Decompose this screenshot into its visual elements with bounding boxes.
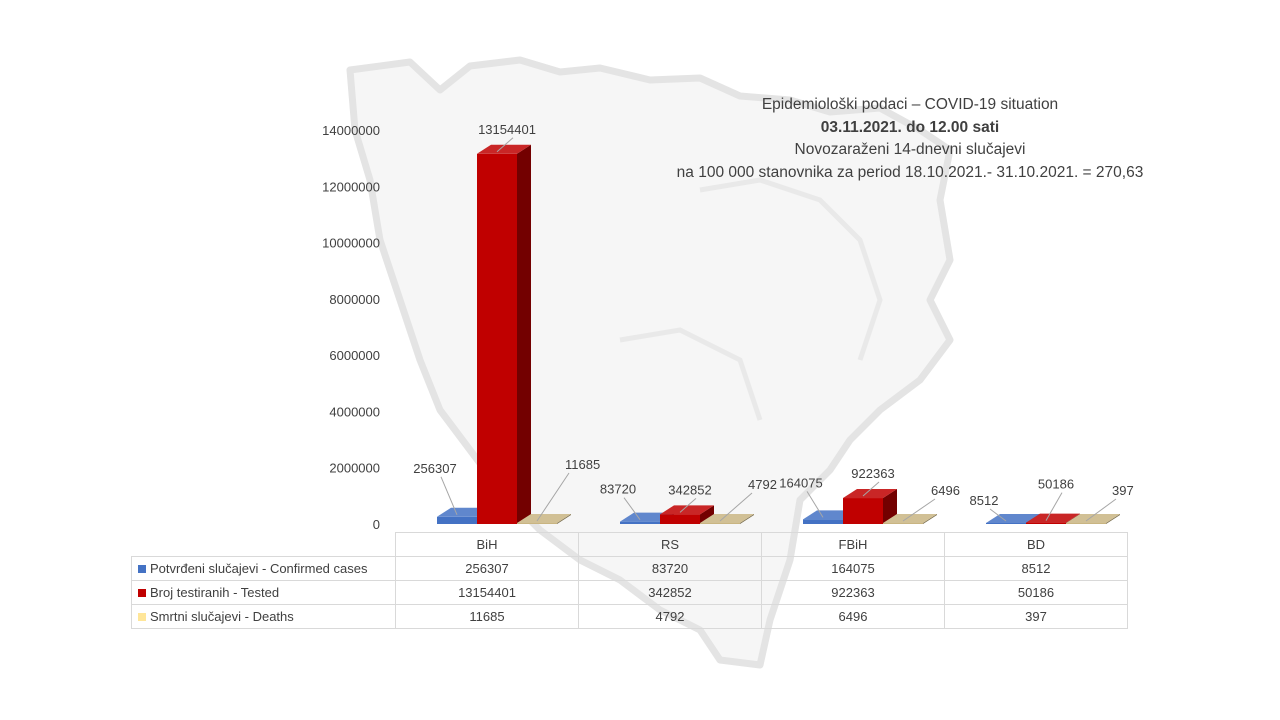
bar-fbih-series-1 bbox=[843, 489, 897, 524]
chart-title: Epidemiološki podaci – COVID-19 situatio… bbox=[600, 94, 1220, 184]
leader-line bbox=[989, 508, 1007, 522]
legend-key-confirmed bbox=[138, 565, 146, 573]
series-row-header: Potvrđeni slučajevi - Confirmed cases bbox=[131, 556, 396, 581]
leader-line bbox=[496, 137, 514, 153]
table-cell: 397 bbox=[944, 604, 1128, 629]
series-name: Broj testiranih - Tested bbox=[150, 585, 280, 600]
category-header: BD bbox=[944, 532, 1128, 557]
data-label: 922363 bbox=[851, 466, 894, 481]
table-cell: 50186 bbox=[944, 580, 1128, 605]
y-tick-label: 4000000 bbox=[329, 404, 380, 419]
y-axis: 0 2000000 4000000 6000000 8000000 10000000 120… bbox=[322, 123, 380, 532]
data-label: 13154401 bbox=[478, 122, 536, 137]
leader-line bbox=[440, 476, 458, 515]
data-label: 83720 bbox=[600, 482, 636, 497]
title-date: 03.11.2021. do 12.00 sati bbox=[820, 118, 1000, 136]
table-corner bbox=[131, 532, 396, 557]
table-cell: 13154401 bbox=[395, 580, 579, 605]
series-name: Smrtni slučajevi - Deaths bbox=[150, 609, 294, 624]
y-tick-label: 14000000 bbox=[322, 123, 380, 138]
leader-line bbox=[679, 497, 697, 513]
bar-fbih-series-2 bbox=[883, 514, 937, 524]
leader-line bbox=[536, 472, 570, 522]
category-header: FBiH bbox=[761, 532, 945, 557]
title-line-3: Novozaraženi 14-dnevni slučajevi bbox=[794, 141, 1026, 158]
category-header: RS bbox=[578, 532, 762, 557]
table-cell: 8512 bbox=[944, 556, 1128, 581]
bar-bih-series-1 bbox=[477, 144, 531, 524]
bar-bd-series-2 bbox=[1066, 514, 1120, 524]
leader-line bbox=[902, 498, 936, 522]
table-cell: 922363 bbox=[761, 580, 945, 605]
data-label: 4792 bbox=[748, 477, 777, 492]
data-label: 342852 bbox=[668, 482, 711, 497]
bar-rs-series-2 bbox=[700, 514, 754, 524]
data-label: 397 bbox=[1112, 483, 1134, 498]
table-row: Broj testiranih - Tested 13154401 342852… bbox=[131, 580, 1128, 605]
data-label: 8512 bbox=[970, 493, 999, 508]
legend-key-tested bbox=[138, 589, 146, 597]
table-cell: 256307 bbox=[395, 556, 579, 581]
leader-line bbox=[806, 491, 824, 518]
y-tick-label: 12000000 bbox=[322, 179, 380, 194]
leader-line bbox=[862, 481, 880, 497]
table-row: Potvrđeni slučajevi - Confirmed cases 25… bbox=[131, 556, 1128, 581]
table-cell: 4792 bbox=[578, 604, 762, 629]
title-line-4: na 100 000 stanovnika za period 18.10.20… bbox=[676, 163, 1144, 181]
series-row-header: Smrtni slučajevi - Deaths bbox=[131, 604, 396, 629]
bar-rs-series-1 bbox=[660, 505, 714, 524]
data-label: 6496 bbox=[931, 483, 960, 498]
table-header-row: BiH RS FBiH BD bbox=[131, 532, 1128, 557]
data-table: BiH RS FBiH BD Potvrđeni slučajevi - Con… bbox=[131, 532, 1128, 629]
bar-bih-series-2 bbox=[517, 514, 571, 524]
series-row-header: Broj testiranih - Tested bbox=[131, 580, 396, 605]
table-cell: 83720 bbox=[578, 556, 762, 581]
data-label: 164075 bbox=[779, 475, 822, 490]
y-tick-label: 10000000 bbox=[322, 236, 380, 251]
table-cell: 11685 bbox=[395, 604, 579, 629]
y-tick-label: 6000000 bbox=[329, 348, 380, 363]
leader-line bbox=[1045, 492, 1063, 521]
leader-line bbox=[623, 497, 641, 520]
table-cell: 342852 bbox=[578, 580, 762, 605]
leader-line bbox=[719, 492, 753, 522]
bar-series bbox=[437, 144, 1120, 524]
category-header: BiH bbox=[395, 532, 579, 557]
legend-key-deaths bbox=[138, 613, 146, 621]
y-tick-label: 8000000 bbox=[329, 292, 380, 307]
y-tick-label: 0 bbox=[373, 517, 380, 532]
table-cell: 6496 bbox=[761, 604, 945, 629]
y-tick-label: 2000000 bbox=[329, 461, 380, 476]
leader-line bbox=[1085, 498, 1117, 522]
data-label: 50186 bbox=[1038, 477, 1074, 492]
data-label: 11685 bbox=[565, 457, 600, 472]
table-row: Smrtni slučajevi - Deaths 11685 4792 649… bbox=[131, 604, 1128, 629]
table-cell: 164075 bbox=[761, 556, 945, 581]
series-name: Potvrđeni slučajevi - Confirmed cases bbox=[150, 561, 368, 576]
title-line-1: Epidemiološki podaci – COVID-19 situatio… bbox=[761, 96, 1059, 113]
data-label: 256307 bbox=[413, 461, 456, 476]
